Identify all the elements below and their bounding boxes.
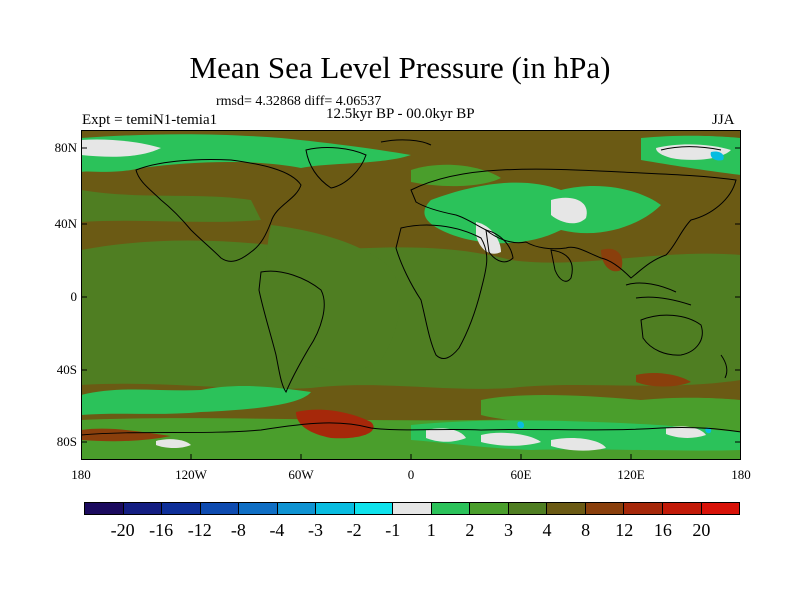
colorbar-swatch xyxy=(316,503,355,514)
field-ant-white-1 xyxy=(426,428,466,442)
experiment-label: Expt = temiN1-temia1 xyxy=(82,112,218,128)
lon-tick-180w: 180 xyxy=(71,467,91,482)
lat-tick-80n: 80N xyxy=(54,140,77,155)
colorbar-label: 3 xyxy=(503,520,513,540)
field-arabia-white xyxy=(476,222,501,254)
field-band-4 xyxy=(81,240,741,389)
pressure-anomaly-map xyxy=(81,130,741,460)
field-soind-12 xyxy=(636,372,691,387)
field-sopac-2 xyxy=(81,386,311,415)
field-soind-3 xyxy=(481,395,741,425)
colorbar-swatch xyxy=(585,503,625,514)
field-asia-white xyxy=(551,197,587,224)
chart-title: Mean Sea Level Pressure (in hPa) xyxy=(189,50,611,85)
colorbar-label: 12 xyxy=(615,520,634,540)
lat-tick-0: 0 xyxy=(70,289,78,304)
colorbar-label: 8 xyxy=(581,520,591,540)
field-alaska-white xyxy=(81,139,161,157)
colorbar-swatch xyxy=(547,503,586,514)
colorbar-swatch xyxy=(701,503,740,514)
colorbar-swatch xyxy=(393,503,432,514)
colorbar-swatch xyxy=(354,503,394,514)
field-ant-white-3 xyxy=(551,437,606,451)
field-ross-12 xyxy=(81,428,171,442)
lat-tick-40s: 40S xyxy=(56,362,77,377)
field-ant-cyan xyxy=(517,421,525,429)
axis-ticks xyxy=(81,147,741,460)
colorbar-label: -1 xyxy=(385,520,401,540)
colorbar-swatch xyxy=(85,503,124,514)
lon-tick-60w: 60W xyxy=(288,467,314,482)
colorbar-label: 20 xyxy=(692,520,711,540)
field-siberia-cyan xyxy=(710,151,724,161)
lon-tick-180e: 180 xyxy=(731,467,751,482)
colorbar-label: 1 xyxy=(426,520,436,540)
map-panel xyxy=(81,130,741,460)
field-atlantic-4 xyxy=(265,225,400,371)
colorbar-label: 4 xyxy=(542,520,552,540)
colorbar-label: -20 xyxy=(110,520,135,540)
colorbar-label: -2 xyxy=(346,520,362,540)
colorbar-swatch xyxy=(431,503,471,514)
colorbar-label: 2 xyxy=(465,520,475,540)
colorbar-swatch xyxy=(123,503,163,514)
colorbar-label: 16 xyxy=(653,520,672,540)
field-ant-white-4 xyxy=(666,426,706,438)
colorbar-swatch xyxy=(239,503,278,514)
colorbar-swatch xyxy=(662,503,702,514)
colorbar-swatch xyxy=(162,503,201,514)
colorbar-label: -3 xyxy=(308,520,324,540)
colorbar-label: -8 xyxy=(230,520,246,540)
coastlines xyxy=(81,139,741,436)
field-ant-white-2 xyxy=(481,432,541,446)
colorbar-swatch xyxy=(508,503,548,514)
lat-tick-40n: 40N xyxy=(54,216,77,231)
colorbar-swatch xyxy=(277,503,317,514)
field-weddell-16 xyxy=(296,409,374,439)
colorbar-swatch xyxy=(624,503,663,514)
period-label: 12.5kyr BP - 00.0kyr BP xyxy=(326,106,475,122)
field-ant-white-5 xyxy=(156,439,191,449)
lon-tick-60e: 60E xyxy=(510,467,532,482)
lon-tick-120w: 120W xyxy=(175,467,207,482)
colorbar xyxy=(84,502,740,515)
field-npac-4 xyxy=(81,190,261,222)
colorbar-swatch xyxy=(200,503,240,514)
lat-tick-80s: 80S xyxy=(56,434,77,449)
colorbar-label: -12 xyxy=(187,520,212,540)
season-label: JJA xyxy=(712,112,735,128)
lon-tick-0: 0 xyxy=(407,467,415,482)
stats-label: rmsd= 4.32868 diff= 4.06537 xyxy=(216,94,382,109)
colorbar-swatch xyxy=(470,503,509,514)
lon-tick-120e: 120E xyxy=(617,467,645,482)
colorbar-label: -16 xyxy=(149,520,174,540)
colorbar-label: -4 xyxy=(269,520,285,540)
